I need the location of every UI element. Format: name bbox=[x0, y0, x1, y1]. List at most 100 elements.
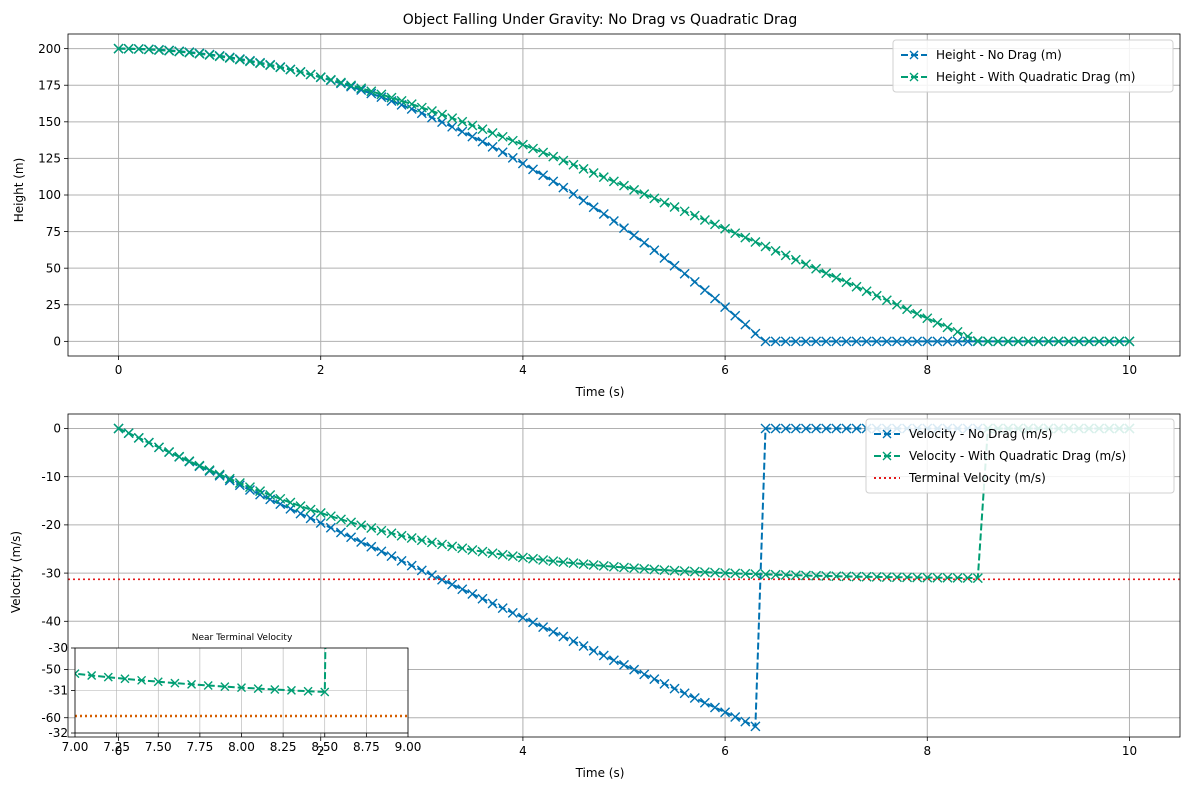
data-point bbox=[548, 176, 559, 187]
data-point bbox=[851, 423, 862, 434]
data-point bbox=[760, 569, 771, 580]
data-point bbox=[720, 302, 731, 313]
data-point bbox=[629, 664, 640, 675]
data-point bbox=[315, 518, 326, 529]
data-point bbox=[811, 263, 822, 274]
data-point bbox=[750, 237, 761, 248]
data-point bbox=[335, 77, 346, 88]
data-point bbox=[164, 45, 175, 56]
data-point bbox=[891, 336, 902, 347]
data-point bbox=[517, 139, 528, 150]
data-point bbox=[194, 48, 205, 59]
data-point bbox=[396, 530, 407, 541]
data-point bbox=[1013, 336, 1024, 347]
x-tick-label: 6 bbox=[721, 744, 729, 758]
data-point bbox=[922, 313, 933, 324]
data-point bbox=[790, 423, 801, 434]
data-point bbox=[406, 99, 417, 110]
plot-frame bbox=[67, 33, 1181, 357]
data-point bbox=[548, 151, 559, 162]
data-point bbox=[558, 155, 569, 166]
x-tick-label: 8.75 bbox=[353, 740, 380, 754]
data-point bbox=[659, 197, 670, 208]
data-point bbox=[244, 56, 255, 67]
data-point bbox=[265, 494, 276, 505]
data-point bbox=[4, 661, 12, 669]
data-point bbox=[902, 572, 913, 583]
data-point bbox=[568, 636, 579, 647]
data-point bbox=[629, 230, 640, 241]
legend-marker bbox=[909, 72, 919, 82]
x-tick-label: 0 bbox=[115, 363, 123, 377]
data-point bbox=[528, 164, 539, 175]
data-point bbox=[578, 641, 589, 652]
data-point bbox=[153, 677, 163, 687]
data-point bbox=[932, 572, 943, 583]
data-point bbox=[507, 135, 518, 146]
height-chart: Object Falling Under Gravity: No Drag vs… bbox=[12, 12, 1181, 399]
inset-title: Near Terminal Velocity bbox=[192, 633, 293, 643]
data-point bbox=[255, 58, 266, 69]
data-point bbox=[224, 475, 235, 486]
data-point bbox=[588, 202, 599, 213]
data-point bbox=[335, 514, 346, 525]
data-point bbox=[760, 423, 771, 434]
data-point bbox=[679, 566, 690, 577]
data-point bbox=[426, 570, 437, 581]
data-point bbox=[639, 669, 650, 680]
data-point bbox=[709, 567, 720, 578]
y-tick-label: 150 bbox=[38, 115, 61, 129]
data-point bbox=[174, 46, 185, 57]
data-point bbox=[325, 74, 336, 85]
data-point bbox=[255, 489, 266, 500]
data-point bbox=[356, 83, 367, 94]
x-tick-label: 0 bbox=[115, 744, 123, 758]
data-point bbox=[699, 285, 710, 296]
data-point bbox=[689, 566, 700, 577]
data-point bbox=[871, 290, 882, 301]
data-point bbox=[204, 465, 215, 476]
data-point bbox=[780, 250, 791, 261]
data-point bbox=[153, 45, 164, 56]
legend-marker bbox=[882, 451, 892, 461]
data-point bbox=[143, 44, 154, 55]
data-point bbox=[932, 336, 943, 347]
data-point bbox=[790, 336, 801, 347]
data-point bbox=[699, 215, 710, 226]
data-point bbox=[972, 335, 983, 346]
y-tick-label: 0 bbox=[53, 335, 61, 349]
legend-marker bbox=[909, 50, 919, 60]
data-point bbox=[87, 670, 97, 680]
data-point bbox=[346, 517, 357, 528]
data-point bbox=[187, 679, 197, 689]
data-point bbox=[881, 295, 892, 306]
data-point bbox=[548, 626, 559, 637]
data-point bbox=[1053, 336, 1064, 347]
y-tick-label: -30 bbox=[41, 566, 61, 580]
data-point bbox=[608, 216, 619, 227]
x-tick-label: 7.75 bbox=[187, 740, 214, 754]
data-point bbox=[234, 54, 245, 65]
data-point bbox=[598, 209, 609, 220]
data-point bbox=[467, 588, 478, 599]
data-point bbox=[376, 546, 387, 557]
data-point bbox=[220, 682, 230, 692]
data-point bbox=[750, 721, 761, 732]
data-point bbox=[891, 572, 902, 583]
x-tick-label: 7.25 bbox=[103, 740, 130, 754]
data-point bbox=[780, 423, 791, 434]
data-point bbox=[780, 570, 791, 581]
y-tick-label: 125 bbox=[38, 152, 61, 166]
data-point bbox=[447, 121, 458, 132]
data-point bbox=[538, 147, 549, 158]
data-point bbox=[922, 336, 933, 347]
legend-label: Velocity - No Drag (m/s) bbox=[909, 427, 1052, 441]
data-point bbox=[942, 336, 953, 347]
data-point bbox=[841, 423, 852, 434]
data-point bbox=[902, 336, 913, 347]
data-point bbox=[21, 663, 29, 671]
data-point bbox=[386, 92, 397, 103]
data-point bbox=[204, 50, 215, 61]
data-point bbox=[720, 707, 731, 718]
